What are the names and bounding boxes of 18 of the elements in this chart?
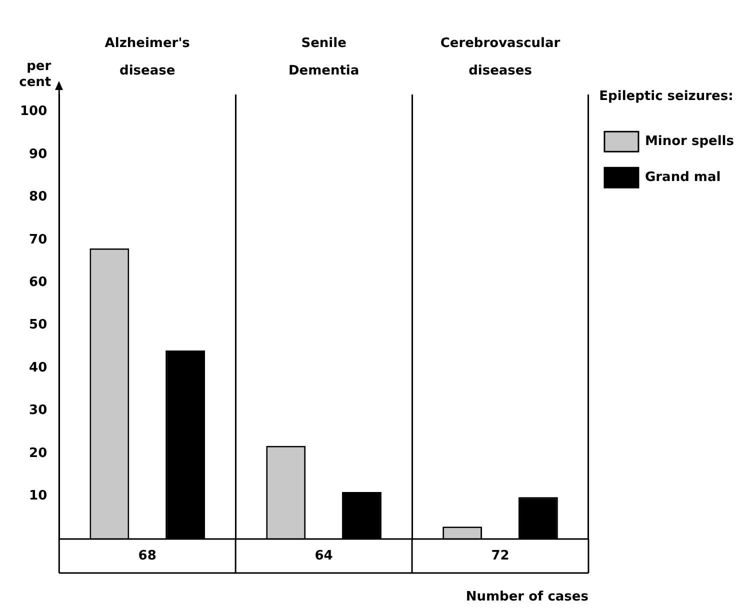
- y-tick-label: 20: [29, 446, 48, 461]
- legend-title: Epileptic seizures:: [599, 88, 734, 104]
- y-tick-label: 10: [29, 488, 48, 504]
- y-tick-label: 40: [29, 360, 48, 376]
- x-tick-label: Alzheimer's disease: [104, 36, 190, 78]
- y-tick-label: 100: [20, 104, 48, 120]
- y-tick-label: 70: [29, 232, 48, 248]
- y-tick-label: 30: [29, 403, 48, 418]
- legend-label: Grand mal: [644, 170, 721, 185]
- x-axis-title: Number of cases: [466, 589, 589, 604]
- y-tick-label: 80: [29, 190, 48, 205]
- y-tick-label: 50: [29, 318, 48, 333]
- x-tick-label: Senile Dementia: [288, 36, 360, 78]
- y-tick-label: 60: [29, 274, 48, 290]
- x-tick-label: Cerebrovascular diseases: [440, 36, 561, 78]
- legend-label: Minor spells: [644, 134, 734, 149]
- y-axis-title: per cent: [19, 58, 52, 90]
- y-tick-label: 90: [29, 146, 48, 162]
